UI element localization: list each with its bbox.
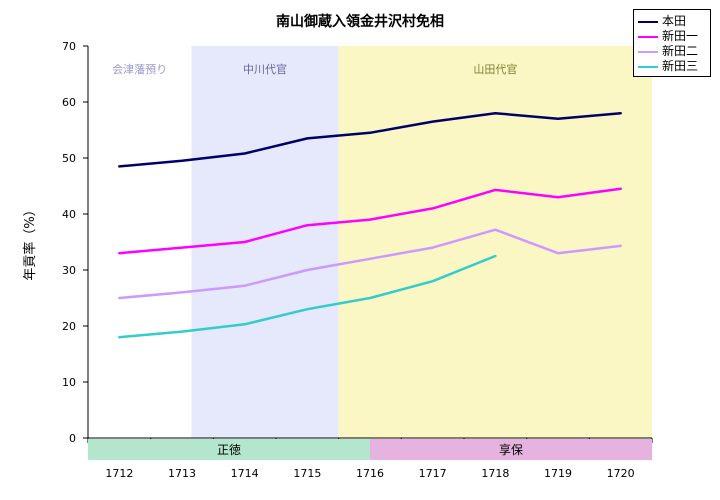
series-line-3 [118, 254, 497, 339]
legend-label: 新田一 [662, 29, 699, 43]
legend-swatch [638, 21, 658, 23]
era-label-1: 享保 [499, 442, 523, 457]
chart-title: 南山御蔵入領金井沢村免相 [276, 13, 444, 30]
x-tick-label: 1713 [168, 467, 196, 480]
era-band: 正徳 享保 [88, 439, 652, 460]
y-tick-label: 60 [62, 96, 76, 109]
x-tick-label: 1718 [481, 467, 509, 480]
series-lines [118, 111, 622, 339]
legend-item: 新田三 [638, 59, 710, 74]
x-tick-label: 1714 [231, 467, 259, 480]
x-tick-label: 1715 [293, 467, 321, 480]
y-tick-label: 30 [62, 264, 76, 277]
y-tick-label: 40 [62, 208, 76, 221]
region-labels: 会津藩預り 中川代官 山田代官 [112, 62, 517, 76]
region-label-1: 中川代官 [243, 62, 287, 76]
legend-swatch [638, 66, 658, 68]
region-label-2: 山田代官 [473, 62, 517, 76]
legend-label: 新田三 [662, 59, 699, 73]
legend-item: 新田二 [638, 44, 710, 59]
axes: 0 10 20 30 40 50 60 70 [62, 40, 653, 445]
legend-label: 新田二 [662, 44, 699, 58]
y-tick-label: 50 [62, 152, 76, 165]
series-line-1 [118, 187, 622, 255]
x-tick-label: 1712 [105, 467, 133, 480]
x-tick-label: 1716 [356, 467, 384, 480]
era-label-0: 正徳 [217, 442, 241, 457]
legend: 本田 新田一 新田二 新田三 [633, 9, 711, 77]
x-tick-labels: 1712 1713 1714 1715 1716 1717 1718 1719 1720 [105, 467, 634, 480]
legend-swatch [638, 51, 658, 53]
legend-swatch [638, 36, 658, 38]
y-tick-label: 70 [62, 40, 76, 53]
region-backgrounds [88, 46, 652, 438]
region-bg-1 [191, 46, 339, 438]
region-bg-0 [88, 46, 192, 438]
y-tick-label: 0 [69, 432, 76, 445]
y-tick-label: 20 [62, 320, 76, 333]
region-label-0: 会津藩預り [112, 63, 167, 76]
legend-label: 本田 [662, 14, 687, 28]
series-line-2 [118, 228, 622, 300]
x-tick-label: 1717 [419, 467, 447, 480]
x-tick-label: 1720 [607, 467, 635, 480]
legend-item: 本田 [638, 14, 710, 29]
legend-item: 新田一 [638, 29, 710, 44]
y-axis-label: 年貢率（%） [22, 203, 38, 280]
era-bg-1 [370, 439, 652, 460]
region-bg-2 [338, 46, 652, 438]
era-bg-0 [88, 439, 370, 460]
x-tick-label: 1719 [544, 467, 572, 480]
series-line-0 [118, 111, 622, 168]
y-tick-label: 10 [62, 376, 76, 389]
